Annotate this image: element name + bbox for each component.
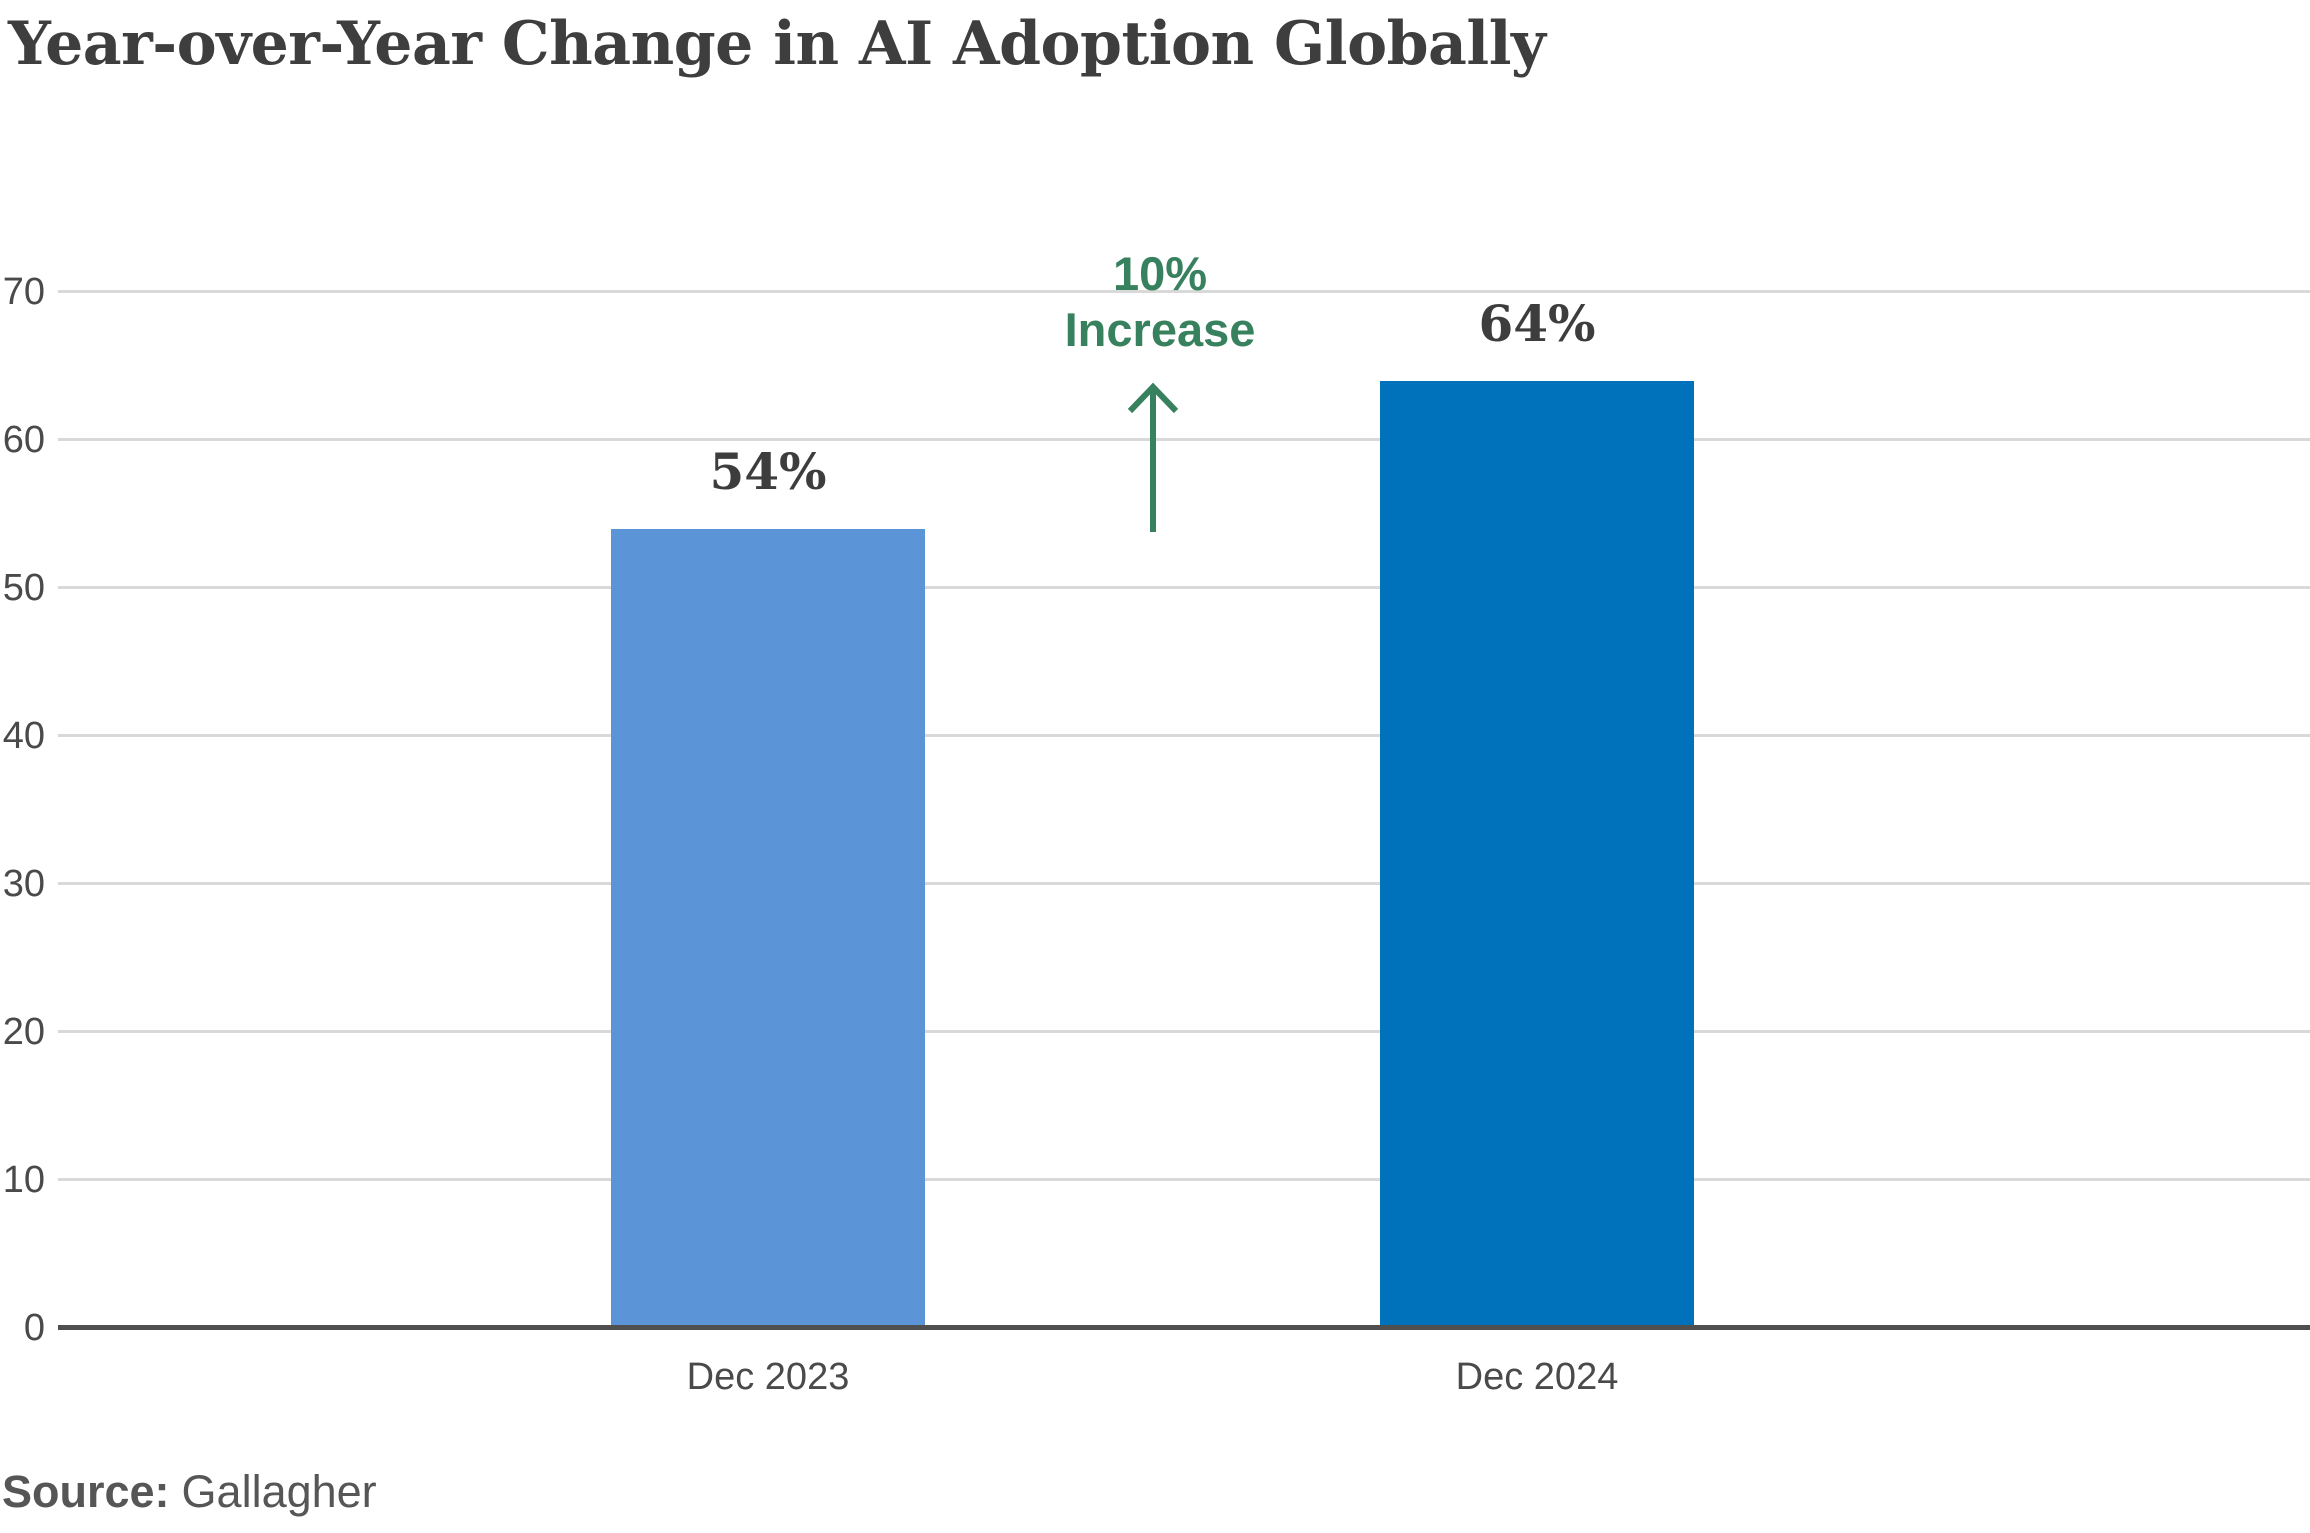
x-tick-label-dec-2024: Dec 2024 (1455, 1356, 1619, 1398)
gridline-70 (58, 290, 2310, 293)
y-tick-label-10: 10 (2, 1159, 45, 1202)
source-value: Gallagher (181, 1466, 377, 1517)
y-tick-label-0: 0 (23, 1307, 45, 1349)
y-tick-label-30: 30 (2, 863, 45, 905)
gridline-50 (58, 586, 2310, 589)
bar-dec-2023 (611, 528, 925, 1328)
annotation-line1: 10% (1112, 247, 1208, 300)
x-tick-label-dec-2023: Dec 2023 (686, 1356, 850, 1398)
annotation-line2: Increase (1064, 303, 1256, 356)
y-tick-label-70: 70 (2, 271, 45, 313)
y-tick-label-50: 50 (2, 567, 45, 609)
source-note: Source: Gallagher (2, 1466, 377, 1518)
y-tick-label-60: 60 (2, 419, 45, 461)
bar-dec-2024 (1380, 380, 1694, 1328)
y-tick-label-40: 40 (2, 715, 45, 758)
value-label-dec-2024: 64% (1478, 293, 1596, 353)
chart-title: Year-over-Year Change in AI Adoption Glo… (8, 9, 1546, 79)
y-tick-label-20: 20 (2, 1011, 45, 1054)
gridline-60 (58, 438, 2310, 441)
increase-arrow-icon (1127, 382, 1179, 532)
gridline-30 (58, 882, 2310, 885)
plot-area: 0 10 20 30 40 50 60 70 54% Dec 2023 64% Dec 2024 (0, 271, 2310, 1398)
gridline-20 (58, 1030, 2310, 1034)
gridline-10 (58, 1178, 2310, 1182)
gridline-40 (58, 734, 2310, 738)
x-axis-line (58, 1325, 2310, 1330)
increase-annotation: 10% Increase (1065, 246, 1256, 358)
source-label: Source: (2, 1466, 170, 1517)
value-label-dec-2023: 54% (709, 441, 827, 501)
increase-arrow-path (1127, 382, 1179, 532)
